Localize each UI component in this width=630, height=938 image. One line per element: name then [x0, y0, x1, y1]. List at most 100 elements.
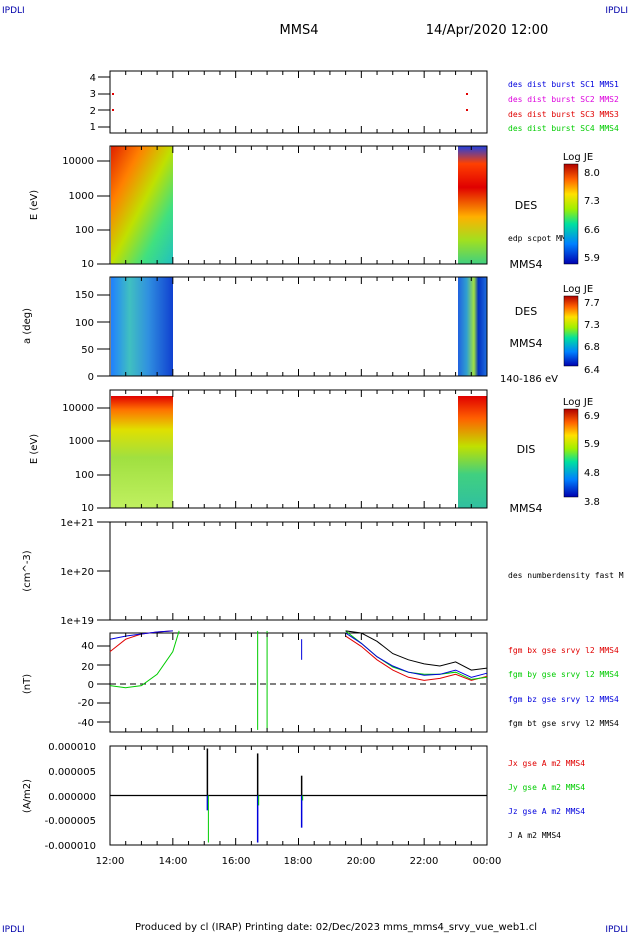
datetime-title: 14/Apr/2020 12:00 [426, 23, 548, 38]
burst-legend-mms4: des dist burst SC4 MMS4 [508, 124, 619, 133]
bfield-panel: (nT) 40 20 0 -20 -40 fgm bx gse srvy l2 … [22, 630, 619, 733]
des-energy-left-spectrogram [111, 146, 173, 264]
des-pitch-cbar-title: Log JE [563, 284, 593, 295]
density-panel: (cm^-3) 1e+21 1e+20 1e+19 des numberdens… [22, 518, 624, 627]
bfield-plot-frame [109, 632, 488, 733]
spacecraft-title: MMS4 [280, 23, 319, 38]
burst-point [112, 93, 114, 95]
dis-energy-ytick-label: 10000 [62, 403, 94, 414]
bfield-ytick-label: 40 [81, 641, 94, 652]
bfield-ytick-label: -20 [78, 698, 94, 709]
footer-credit: Produced by cl (IRAP) Printing date: 02/… [135, 922, 537, 933]
bfield-legend-by: fgm by gse srvy l2 MMS4 [508, 670, 619, 679]
burst-ytick-label: 1 [90, 122, 96, 133]
current-legend-jy: Jy gse A m2 MMS4 [508, 783, 585, 792]
density-plot-frame [109, 521, 488, 621]
time-tick-label: 00:00 [473, 856, 502, 867]
des-energy-sc-label: MMS4 [510, 258, 543, 271]
dis-energy-left-spectrogram [111, 396, 173, 508]
des-pitch-energy-range: 140-186 eV [500, 374, 558, 385]
dis-energy-cbar-tick: 3.8 [584, 497, 600, 508]
current-legend-jz: Jz gse A m2 MMS4 [508, 807, 585, 816]
burst-panel: 4 3 2 1 des dist burst SC1 MMS1 des dist… [90, 70, 619, 134]
burst-point [466, 93, 468, 95]
time-tick-label: 16:00 [222, 856, 251, 867]
bfield-ytick-label: 20 [81, 662, 94, 673]
bfield-ytick-label: -40 [78, 718, 94, 729]
current-ytick-label: -0.000005 [45, 816, 96, 827]
dis-energy-ylabel: E (eV) [29, 434, 40, 464]
burst-legend-mms3: des dist burst SC3 MMS3 [508, 110, 619, 119]
density-ytick-label: 1e+20 [60, 567, 94, 578]
bfield-ytick-label: 0 [88, 680, 94, 691]
time-tick-label: 18:00 [284, 856, 313, 867]
dis-energy-sc-label: MMS4 [510, 502, 543, 515]
des-pitch-label: DES [515, 305, 537, 318]
density-ytick-label: 1e+19 [60, 616, 94, 627]
des-energy-ylabel: E (eV) [29, 190, 40, 220]
des-energy-ytick-label: 10000 [62, 156, 94, 167]
des-pitch-ylabel: a (deg) [22, 308, 33, 344]
current-panel: (A/m2) 0.000010 0.000005 0.000000 -0.000… [22, 742, 585, 852]
time-axis: 12:00 14:00 16:00 18:00 20:00 22:00 00:0… [96, 856, 502, 867]
time-tick-marks [109, 71, 488, 845]
des-pitch-cbar-tick: 7.7 [584, 298, 600, 309]
des-energy-cbar-tick: 8.0 [584, 168, 600, 179]
time-tick-label: 22:00 [410, 856, 439, 867]
des-pitch-ytick-label: 150 [75, 290, 94, 301]
des-energy-ytick-label: 10 [81, 259, 94, 270]
current-legend-jx: Jx gse A m2 MMS4 [508, 759, 585, 768]
des-pitch-ytick-label: 50 [81, 345, 94, 356]
burst-ytick-label: 2 [90, 106, 96, 117]
bfield-legend-bz: fgm bz gse srvy l2 MMS4 [508, 695, 619, 704]
corner-mark-bottom-right: IPDLI [605, 925, 628, 934]
bfield-series-line [345, 632, 488, 678]
des-pitch-cbar-tick: 7.3 [584, 320, 600, 331]
bfield-series-line [345, 630, 488, 671]
burst-legend-mms1: des dist burst SC1 MMS1 [508, 80, 619, 89]
dis-energy-label: DIS [517, 443, 536, 456]
current-ytick-label: 0.000005 [48, 767, 96, 778]
corner-mark-top-left: IPDLI [2, 6, 25, 16]
dis-energy-cbar-tick: 4.8 [584, 468, 600, 479]
des-energy-ytick-label: 100 [75, 225, 94, 236]
bfield-series-line [345, 635, 488, 681]
des-energy-cbar-tick: 5.9 [584, 253, 600, 264]
des-energy-scpot-label: edp scpot MMS4 [508, 234, 576, 243]
des-energy-right-spectrogram [458, 146, 487, 264]
dis-energy-cbar-tick: 5.9 [584, 439, 600, 450]
bfield-legend-bx: fgm bx gse srvy l2 MMS4 [508, 646, 619, 655]
burst-plot-frame [109, 70, 488, 134]
des-pitch-ytick-label: 100 [75, 318, 94, 329]
des-energy-cbar-tick: 7.3 [584, 196, 600, 207]
des-pitch-colorbar [563, 295, 579, 367]
dis-energy-cbar-title: Log JE [563, 397, 593, 408]
dis-energy-ytick-label: 10 [81, 503, 94, 514]
bfield-ylabel: (nT) [22, 674, 33, 694]
des-pitch-cbar-tick: 6.4 [584, 365, 600, 376]
burst-legend-mms2: des dist burst SC2 MMS2 [508, 95, 619, 104]
des-pitch-ytick-label: 0 [88, 372, 94, 383]
des-energy-label: DES [515, 199, 537, 212]
des-pitch-panel: a (deg) 150 100 50 0 DES MMS4 140-186 eV… [22, 276, 600, 385]
des-energy-ytick-label: 1000 [69, 191, 94, 202]
dis-energy-ytick-label: 100 [75, 470, 94, 481]
des-pitch-cbar-tick: 6.8 [584, 342, 600, 353]
current-ytick-label: -0.000010 [45, 841, 96, 852]
current-ytick-label: 0.000000 [48, 792, 96, 803]
des-energy-panel: E (eV) 10000 1000 100 10 DES edp scpot M… [29, 145, 600, 271]
des-pitch-sc-label: MMS4 [510, 337, 543, 350]
time-tick-label: 12:00 [96, 856, 125, 867]
des-energy-cbar-tick: 6.6 [584, 225, 600, 236]
burst-ytick-label: 3 [90, 89, 96, 100]
dis-energy-panel: E (eV) 10000 1000 100 10 DIS MMS4 Log JE… [29, 389, 600, 515]
current-ytick-label: 0.000010 [48, 742, 96, 753]
current-series-group [110, 748, 487, 843]
bfield-legend-bt: fgm bt gse srvy l2 MMS4 [508, 719, 619, 728]
corner-mark-top-right: IPDLI [605, 6, 628, 16]
time-tick-label: 20:00 [347, 856, 376, 867]
bfield-series-group [109, 630, 488, 730]
burst-ytick-label: 4 [90, 73, 96, 84]
current-ylabel: (A/m2) [22, 779, 33, 813]
